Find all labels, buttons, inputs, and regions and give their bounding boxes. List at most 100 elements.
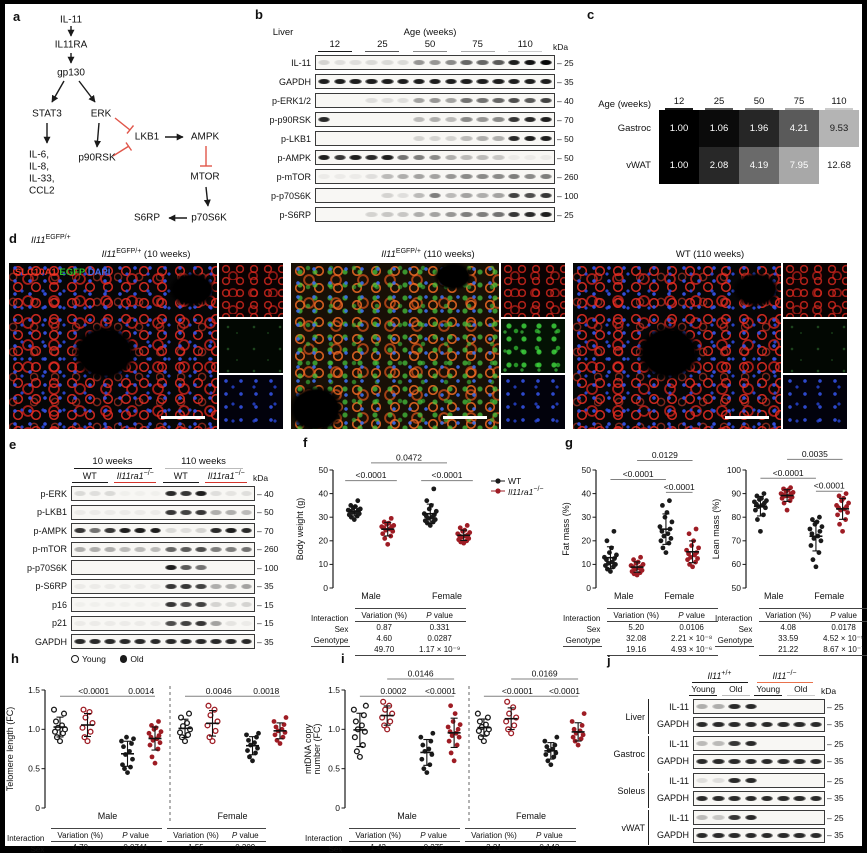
blot-membrane — [315, 207, 555, 223]
data-point — [277, 741, 283, 746]
blue-channel-thumbnail — [501, 375, 565, 429]
blot-lane — [148, 635, 163, 648]
data-point — [836, 493, 842, 499]
data-point — [127, 748, 132, 754]
blot-band — [333, 155, 346, 161]
blot-band — [149, 491, 162, 497]
data-point — [245, 748, 250, 753]
stats-value: 0.275 — [423, 843, 444, 852]
y-tick-label: 90 — [732, 488, 742, 498]
blot-band — [381, 98, 394, 104]
blot-lane — [87, 580, 102, 593]
data-point — [271, 719, 277, 724]
age-column: 75 — [454, 39, 502, 53]
blot-lane — [792, 811, 808, 824]
blot-band — [428, 136, 442, 142]
stats-value: 2.21 × 10⁻⁸ — [671, 634, 713, 643]
age-value: 50 — [753, 96, 765, 107]
age-groups: 10 weeks 110 weeks — [67, 456, 249, 470]
blot-lane — [411, 189, 427, 202]
data-point — [614, 552, 619, 558]
blot-band — [412, 212, 426, 218]
blot-lane — [348, 56, 364, 69]
blot-band — [349, 174, 362, 180]
blot-band — [381, 136, 393, 141]
blot-band — [728, 741, 741, 747]
blot-lane — [87, 506, 102, 519]
blot-lane — [395, 113, 411, 126]
age-value: 50 — [424, 39, 436, 50]
data-point — [380, 531, 386, 537]
data-point — [176, 729, 184, 736]
blot-band — [73, 620, 86, 626]
x-group-label: Male — [397, 811, 417, 821]
blot-band — [365, 174, 378, 180]
blot-lane — [694, 718, 710, 731]
blot-lane — [332, 208, 348, 221]
data-point — [152, 760, 158, 766]
blot-band — [508, 193, 521, 199]
data-point — [446, 738, 452, 744]
blot-band — [523, 174, 537, 180]
blot-band — [539, 212, 553, 218]
data-point — [56, 738, 64, 745]
blot-band — [695, 741, 709, 747]
blot-lane — [775, 774, 791, 787]
data-point — [761, 491, 767, 496]
sig-label: 0.0035 — [802, 449, 828, 459]
blot-band — [225, 639, 238, 645]
blot-band — [712, 704, 725, 710]
panel-h: h Young Old 0 0.5 1.0 1.5 Telomere length (F… — [5, 652, 305, 853]
stats-row-label: Sex — [586, 625, 601, 634]
age-underline — [460, 50, 495, 53]
blot-lane — [72, 580, 87, 593]
sig-label: <0.0001 — [773, 468, 804, 478]
blot-band — [381, 174, 394, 180]
blot-band — [539, 98, 553, 104]
blot-lane — [102, 524, 117, 537]
blot-band — [317, 79, 331, 85]
blot-band — [88, 620, 101, 626]
genotype-ko: Il11ra1−/− — [113, 470, 159, 484]
blot-row-label: p16 — [51, 599, 67, 610]
blot-lane — [364, 113, 380, 126]
blot-row-label: p-S6RP — [35, 581, 67, 592]
filled-circle-icon — [119, 655, 128, 663]
data-point — [254, 734, 259, 740]
data-point — [445, 724, 451, 730]
blot-band — [728, 721, 741, 727]
blot-band — [334, 212, 346, 217]
blot-kda-mark: 35 — [825, 830, 843, 840]
stats-value: 4.70 — [72, 843, 88, 852]
data-point — [146, 730, 152, 736]
blot-band — [695, 758, 709, 764]
x-group-label: Male — [361, 591, 381, 601]
blot-band — [508, 117, 521, 123]
blot-lane — [224, 617, 239, 630]
blot-lane — [443, 170, 459, 183]
blot-band — [104, 491, 116, 497]
stats-header: Variation (%) — [465, 828, 523, 842]
blot-band — [150, 565, 162, 570]
blot-band — [119, 639, 132, 645]
blot-lane — [808, 737, 824, 750]
blot-band — [73, 528, 86, 534]
blot-lane — [239, 524, 254, 537]
stats-row-label: Interaction — [311, 614, 349, 623]
blot-membrane — [693, 716, 825, 732]
genotype-underline — [162, 481, 199, 484]
blot-band — [318, 98, 330, 103]
blot-lane — [224, 580, 239, 593]
blot-band — [523, 136, 537, 142]
age-value: 12 — [329, 39, 341, 50]
blot-lane — [72, 524, 87, 537]
heatmap-cell: 4.21 — [779, 109, 819, 147]
blot-membrane — [315, 188, 555, 204]
blot-lane — [193, 561, 208, 574]
data-point — [430, 730, 436, 736]
panel-d: d Il11EGFP/+ Il11EGFP/+ (10 weeks) SLC10… — [9, 232, 859, 430]
stats-value: 0.142 — [539, 843, 560, 852]
blot-band — [809, 795, 823, 801]
